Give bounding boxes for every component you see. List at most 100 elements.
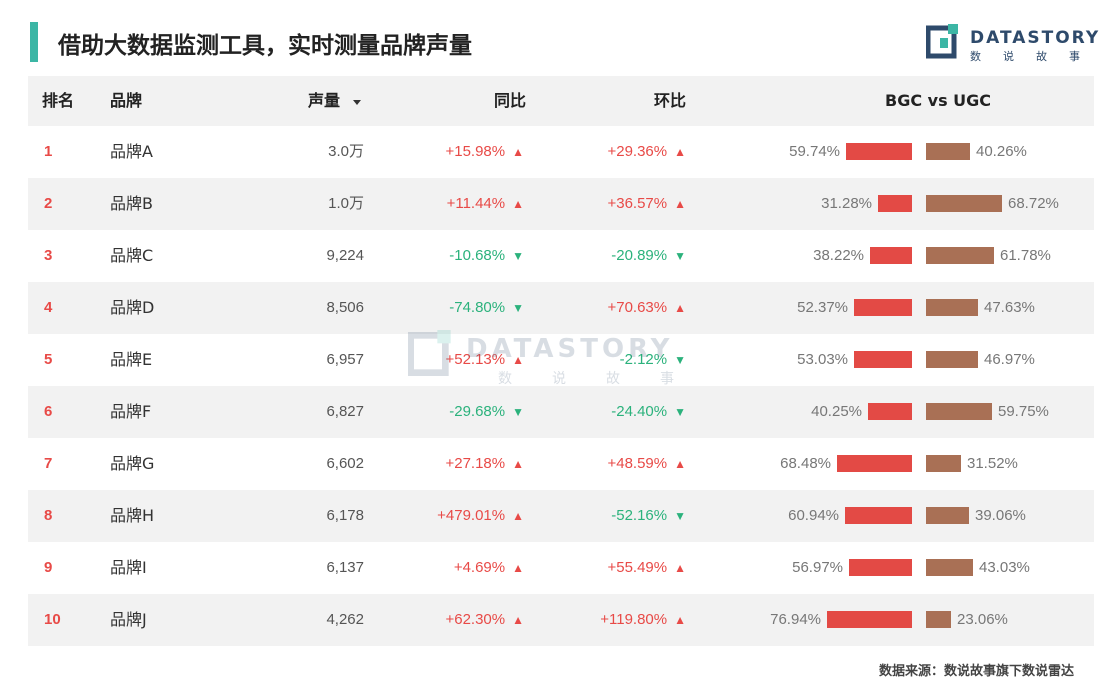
- mom-cell: +70.63% ▲: [607, 282, 686, 334]
- mom-value: -2.12%: [619, 351, 668, 368]
- arrow-up-icon: ▲: [674, 145, 686, 159]
- ugc-bar: [926, 403, 992, 420]
- bgc-bar: [878, 195, 912, 212]
- yoy-cell: +27.18% ▲: [445, 438, 524, 490]
- yoy-cell: -74.80% ▼: [449, 282, 524, 334]
- ugc-bar: [926, 455, 961, 472]
- table-header: 排名 品牌 声量 同比 环比 BGC vs UGC: [28, 76, 1094, 126]
- bgc-bar: [846, 143, 912, 160]
- volume-cell: 3.0万: [328, 143, 364, 160]
- table-row: 6 品牌F 6,827 -29.68% ▼ -24.40% ▼ 40.25% 59.75%: [28, 386, 1094, 438]
- ugc-percent: 61.78%: [1000, 247, 1051, 264]
- ugc-bar: [926, 611, 951, 628]
- arrow-up-icon: ▲: [674, 457, 686, 471]
- ugc-bar: [926, 507, 969, 524]
- yoy-cell: +15.98% ▲: [445, 126, 524, 178]
- arrow-down-icon: ▼: [674, 405, 686, 419]
- ugc-percent: 59.75%: [998, 403, 1049, 420]
- bgc-percent: 52.37%: [797, 299, 848, 316]
- mom-value: +36.57%: [607, 195, 668, 212]
- yoy-cell: -10.68% ▼: [449, 230, 524, 282]
- mom-cell: -20.89% ▼: [611, 230, 686, 282]
- ugc-percent: 43.03%: [979, 559, 1030, 576]
- volume-cell: 6,602: [326, 455, 364, 472]
- logo-mark-icon: [926, 24, 958, 59]
- yoy-value: -74.80%: [449, 299, 506, 316]
- arrow-down-icon: ▼: [674, 249, 686, 263]
- page-title: 借助大数据监测工具，实时测量品牌声量: [58, 33, 472, 59]
- arrow-up-icon: ▲: [512, 457, 524, 471]
- ugc-percent: 31.52%: [967, 455, 1018, 472]
- arrow-up-icon: ▲: [512, 561, 524, 575]
- arrow-down-icon: ▼: [512, 405, 524, 419]
- datastory-logo: DATASTORY 数说故事: [926, 24, 1098, 64]
- yoy-value: +479.01%: [437, 507, 506, 524]
- rank-cell: 3: [44, 247, 53, 264]
- volume-cell: 8,506: [326, 299, 364, 316]
- brand-cell: 品牌G: [110, 454, 155, 473]
- mom-value: -20.89%: [611, 247, 668, 264]
- ugc-bar: [926, 143, 970, 160]
- ugc-percent: 47.63%: [984, 299, 1035, 316]
- arrow-down-icon: ▼: [674, 353, 686, 367]
- brand-cell: 品牌A: [110, 142, 153, 161]
- rank-cell: 4: [44, 299, 53, 316]
- mom-cell: -2.12% ▼: [620, 334, 686, 386]
- table-row: 5 品牌E 6,957 +52.13% ▲ -2.12% ▼ 53.03% 46.97%: [28, 334, 1094, 386]
- ugc-percent: 68.72%: [1008, 195, 1059, 212]
- yoy-value: -29.68%: [449, 403, 506, 420]
- arrow-down-icon: ▼: [674, 509, 686, 523]
- bgc-bar: [854, 351, 912, 368]
- mom-value: +55.49%: [607, 559, 668, 576]
- yoy-cell: +11.44% ▲: [447, 178, 524, 230]
- arrow-up-icon: ▲: [512, 509, 524, 523]
- mom-value: +70.63%: [607, 299, 668, 316]
- mom-value: -52.16%: [611, 507, 668, 524]
- yoy-cell: -29.68% ▼: [449, 386, 524, 438]
- rank-cell: 9: [44, 559, 53, 576]
- mom-cell: +36.57% ▲: [607, 178, 686, 230]
- mom-value: +119.80%: [600, 611, 668, 628]
- header-mom: 环比: [654, 91, 687, 110]
- volume-cell: 9,224: [326, 247, 364, 264]
- mom-cell: +29.36% ▲: [607, 126, 686, 178]
- bgc-percent: 60.94%: [788, 507, 839, 524]
- volume-cell: 1.0万: [328, 195, 364, 212]
- arrow-down-icon: ▼: [512, 249, 524, 263]
- rank-cell: 1: [44, 143, 53, 160]
- header-brand: 品牌: [110, 91, 143, 110]
- ugc-bar: [926, 195, 1002, 212]
- bgc-percent: 31.28%: [821, 195, 872, 212]
- rank-cell: 7: [44, 455, 53, 472]
- bgc-bar: [845, 507, 912, 524]
- header-volume[interactable]: 声量: [308, 76, 362, 126]
- ugc-bar: [926, 351, 978, 368]
- brand-cell: 品牌E: [110, 350, 153, 369]
- ugc-bar: [926, 247, 994, 264]
- ugc-bar: [926, 559, 973, 576]
- rank-cell: 10: [44, 611, 61, 628]
- table-body: 1 品牌A 3.0万 +15.98% ▲ +29.36% ▲ 59.74% 40.26% 2 品牌B…: [28, 126, 1094, 646]
- volume-cell: 6,137: [326, 559, 364, 576]
- logo-subtext: 数说故事: [970, 50, 1102, 63]
- bgc-bar: [870, 247, 912, 264]
- mom-value: +29.36%: [607, 143, 668, 160]
- table-row: 8 品牌H 6,178 +479.01% ▲ -52.16% ▼ 60.94% 39.06%: [28, 490, 1094, 542]
- yoy-value: -10.68%: [449, 247, 506, 264]
- rank-cell: 6: [44, 403, 53, 420]
- yoy-value: +62.30%: [445, 611, 506, 628]
- bgc-bar: [854, 299, 912, 316]
- caret-down-icon: [352, 99, 361, 105]
- volume-cell: 6,178: [326, 507, 364, 524]
- volume-cell: 6,827: [326, 403, 364, 420]
- volume-cell: 4,262: [326, 611, 364, 628]
- title-accent-bar: [30, 22, 38, 62]
- yoy-value: +52.13%: [445, 351, 506, 368]
- bgc-percent: 53.03%: [797, 351, 848, 368]
- arrow-up-icon: ▲: [512, 613, 524, 627]
- mom-value: +48.59%: [607, 455, 668, 472]
- rank-cell: 5: [44, 351, 53, 368]
- mom-value: -24.40%: [611, 403, 668, 420]
- volume-cell: 6,957: [326, 351, 364, 368]
- table-row: 4 品牌D 8,506 -74.80% ▼ +70.63% ▲ 52.37% 47.63%: [28, 282, 1094, 334]
